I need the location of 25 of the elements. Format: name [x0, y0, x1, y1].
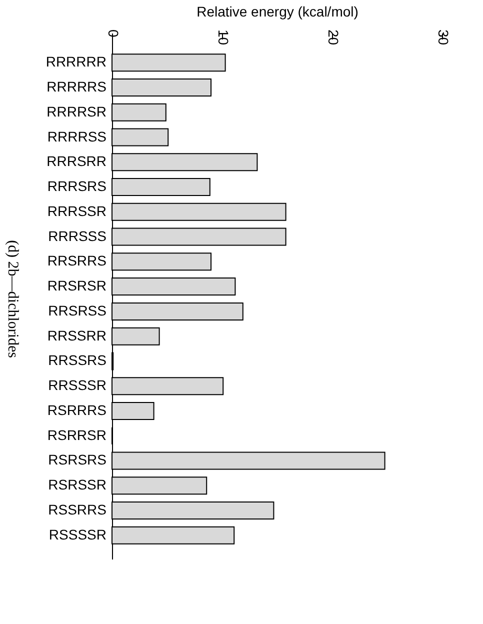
x-axis-title: Relative energy (kcal/mol) [196, 4, 358, 20]
y-tick-label: RSRSRS [48, 452, 106, 468]
y-tick-label: RRRSSS [48, 228, 106, 244]
y-tick-label: RRSSRS [48, 352, 106, 368]
y-tick-label: RRSSSR [48, 377, 106, 394]
y-tick-label: RSSRRS [48, 501, 106, 518]
y-tick-label: RRRRSR [46, 103, 106, 120]
x-tick-label: 10 [216, 30, 232, 46]
y-tick-label: RSRRRS [47, 402, 106, 418]
y-tick-label: RRSRSR [47, 278, 106, 294]
y-tick-label: RSRRSR [47, 426, 106, 443]
y-tick-label: RSSSSR [48, 526, 106, 542]
y-tick-label: RRSSRR [47, 327, 106, 344]
y-tick-label: RRSRRS [47, 252, 106, 269]
y-tick-label: RRRRRR [46, 54, 106, 70]
y-tick-label: RSRSSR [48, 476, 106, 493]
y-tick-label: RRSRSS [48, 302, 106, 318]
x-tick-label: 0 [106, 30, 122, 38]
y-tick-label: RRRSRS [47, 178, 106, 194]
y-tick-label: RRRSRR [46, 153, 106, 170]
x-tick-label: 20 [326, 30, 342, 46]
y-tick-label: RRRRSS [47, 128, 106, 144]
text: (d) 2b—dichlorides [4, 240, 20, 358]
y-tick-label: RRRRRS [46, 78, 106, 95]
y-tick-label: RRRSSR [47, 202, 106, 219]
